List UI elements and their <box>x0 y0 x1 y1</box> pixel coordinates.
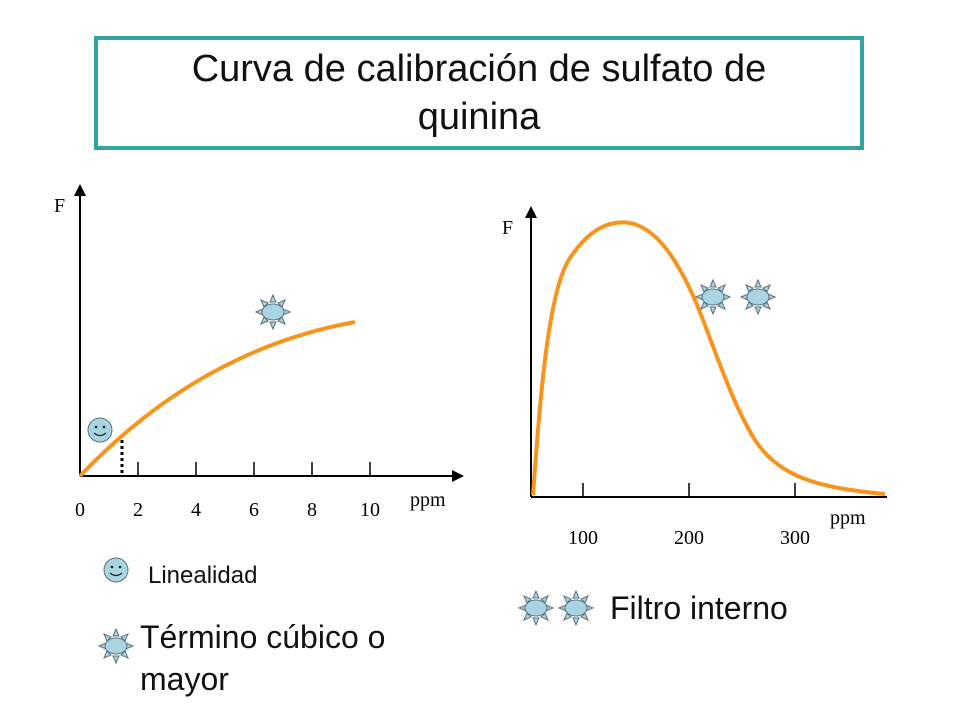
right-y-label: F <box>502 217 513 239</box>
left-tick-label-0: 0 <box>75 499 85 521</box>
right-tick-label-200: 200 <box>674 527 704 549</box>
page-title: Curva de calibración de sulfato de quini… <box>191 48 767 138</box>
left-plot: F ppm 0 2 4 6 8 10 <box>54 184 464 521</box>
left-tick-label-8: 8 <box>307 499 317 521</box>
right-plot: F ppm 100 200 300 <box>502 206 887 549</box>
left-x-unit: ppm <box>410 489 446 511</box>
sun-icon <box>558 590 594 626</box>
right-curve <box>531 220 886 496</box>
smiley-icon <box>103 557 129 583</box>
left-tick-label-4: 4 <box>191 499 201 521</box>
legend-linearity: Linealidad <box>148 562 258 589</box>
right-tick-label-300: 300 <box>780 527 810 549</box>
sun-icon <box>255 294 291 330</box>
left-curve <box>78 320 356 478</box>
left-tick-label-6: 6 <box>249 499 259 521</box>
title-box: Curva de calibración de sulfato de quini… <box>94 36 864 150</box>
sun-icon <box>98 628 134 664</box>
sun-icon <box>740 279 776 315</box>
right-x-unit: ppm <box>830 507 866 529</box>
left-tick-label-2: 2 <box>133 499 143 521</box>
sun-icon <box>518 590 554 626</box>
legend-cubic: Término cúbico o mayor <box>140 619 386 697</box>
smiley-icon <box>87 417 113 443</box>
left-y-label: F <box>54 195 65 217</box>
sun-icon <box>695 279 731 315</box>
right-tick-label-100: 100 <box>568 527 598 549</box>
left-tick-label-10: 10 <box>360 499 380 521</box>
legend-inner-filter: Filtro interno <box>610 590 788 626</box>
right-x-ticks: 100 200 300 <box>568 483 810 549</box>
left-x-ticks: 0 2 4 6 8 10 <box>75 462 380 521</box>
